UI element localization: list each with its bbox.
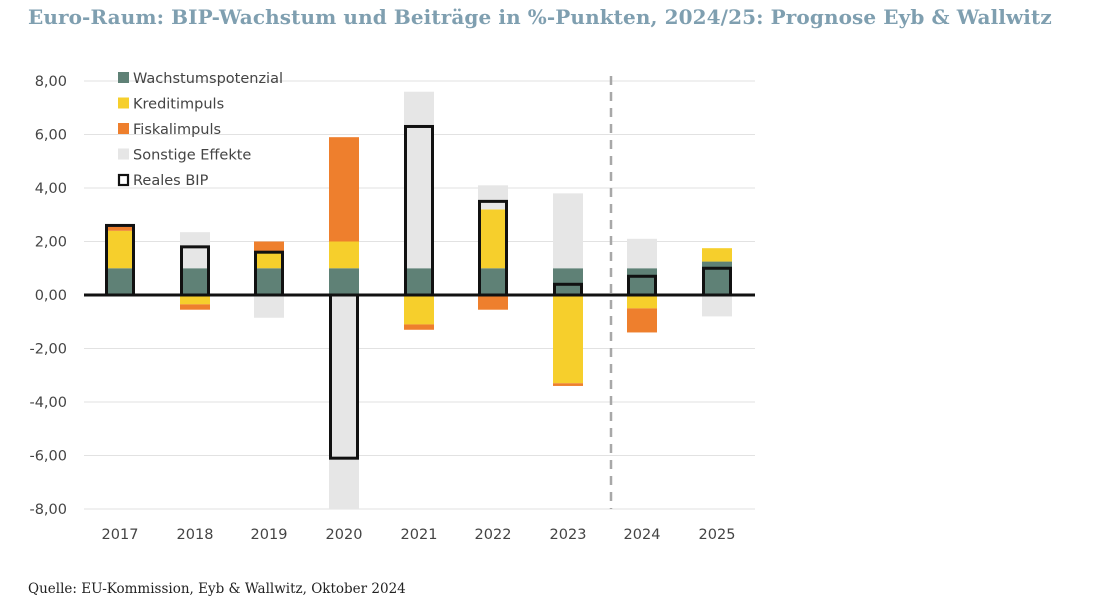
bar-kreditimpuls-2019	[254, 252, 284, 269]
bar-sonstige-effekte-2022	[478, 185, 508, 210]
legend-swatch-wachstumspotenzial	[118, 72, 129, 83]
bar-sonstige-effekte-2021	[404, 91, 434, 269]
bar-kreditimpuls-2017	[105, 230, 135, 269]
x-tick-label: 2024	[624, 527, 661, 543]
bar-wachstumspotenzial-2023	[553, 268, 583, 295]
bar-fiskalimpuls-2021	[404, 324, 434, 330]
source-note: Quelle: EU-Kommission, Eyb & Wallwitz, O…	[28, 581, 406, 597]
chart: 8,00 6,00 4,00 2,00 0,00 -2,00 -4,00 -6,00 -8,00…	[29, 71, 755, 543]
x-tick-label: 2020	[326, 527, 363, 543]
bar-fiskalimpuls-2024	[627, 308, 657, 333]
bar-kreditimpuls-2018	[180, 295, 210, 305]
legend: Wachstumspotenzial Kreditimpuls Fiskalimpu…	[117, 71, 283, 189]
y-axis: 8,00 6,00 4,00 2,00 0,00 -2,00 -4,00 -6,00 -8,00	[29, 74, 67, 518]
y-tick-label: 8,00	[35, 74, 67, 90]
bar-fiskalimpuls-2023	[553, 383, 583, 386]
x-tick-label: 2021	[401, 527, 438, 543]
y-tick-label: 4,00	[35, 181, 67, 197]
x-tick-label: 2017	[102, 527, 139, 543]
bar-kreditimpuls-2025	[702, 248, 732, 262]
bar-fiskalimpuls-2020	[329, 137, 359, 242]
bar-kreditimpuls-2023	[553, 295, 583, 384]
bar-wachstumspotenzial-2021	[404, 268, 434, 295]
x-tick-label: 2025	[699, 527, 736, 543]
y-tick-label: 0,00	[35, 288, 67, 304]
x-tick-label: 2019	[251, 527, 288, 543]
legend-swatch-reales-bip	[117, 173, 130, 187]
bar-wachstumspotenzial-2020	[329, 268, 359, 295]
x-tick-label: 2023	[550, 527, 587, 543]
bar-kreditimpuls-2022	[478, 209, 508, 269]
bar-kreditimpuls-2024	[627, 295, 657, 309]
bar-wachstumspotenzial-2017	[105, 268, 135, 295]
bars	[84, 76, 755, 509]
y-tick-label: -8,00	[29, 502, 67, 518]
bar-fiskalimpuls-2018	[180, 304, 210, 310]
bar-fiskalimpuls-2017	[105, 226, 135, 231]
bar-wachstumspotenzial-2018	[180, 268, 210, 295]
y-tick-label: -2,00	[29, 342, 67, 358]
bar-fiskalimpuls-2019	[254, 241, 284, 253]
x-tick-label: 2018	[177, 527, 214, 543]
bar-sonstige-effekte-2025	[702, 295, 732, 317]
bar-sonstige-effekte-2019	[254, 295, 284, 318]
bar-kreditimpuls-2021	[404, 295, 434, 325]
x-axis: 2017 2018 2019 2020 2021 2022 2023 2024 2025	[102, 527, 736, 543]
bar-wachstumspotenzial-2025	[702, 261, 732, 295]
bar-kreditimpuls-2020	[329, 241, 359, 269]
legend-label: Sonstige Effekte	[133, 148, 251, 164]
legend-label: Wachstumspotenzial	[133, 71, 283, 87]
legend-label: Kreditimpuls	[133, 97, 224, 113]
legend-label: Fiskalimpuls	[133, 122, 221, 138]
y-tick-label: 2,00	[35, 235, 67, 251]
bar-sonstige-effekte-2024	[627, 238, 657, 269]
chart-title: Euro-Raum: BIP-Wachstum und Beiträge in …	[28, 5, 1052, 29]
legend-swatch-kreditimpuls	[118, 97, 129, 109]
bar-fiskalimpuls-2022	[478, 295, 508, 310]
bar-sonstige-effekte-2018	[180, 232, 210, 269]
legend-swatch-sonstige-effekte	[118, 148, 129, 160]
bar-wachstumspotenzial-2022	[478, 268, 508, 295]
bar-sonstige-effekte-2020	[329, 295, 359, 509]
bar-wachstumspotenzial-2024	[627, 268, 657, 295]
y-tick-label: -6,00	[29, 449, 67, 465]
bar-wachstumspotenzial-2019	[254, 268, 284, 295]
legend-label: Reales BIP	[133, 173, 209, 189]
x-tick-label: 2022	[475, 527, 512, 543]
bar-sonstige-effekte-2023	[553, 193, 583, 269]
y-tick-label: 6,00	[35, 128, 67, 144]
y-tick-label: -4,00	[29, 395, 67, 411]
legend-swatch-fiskalimpuls	[118, 123, 129, 134]
